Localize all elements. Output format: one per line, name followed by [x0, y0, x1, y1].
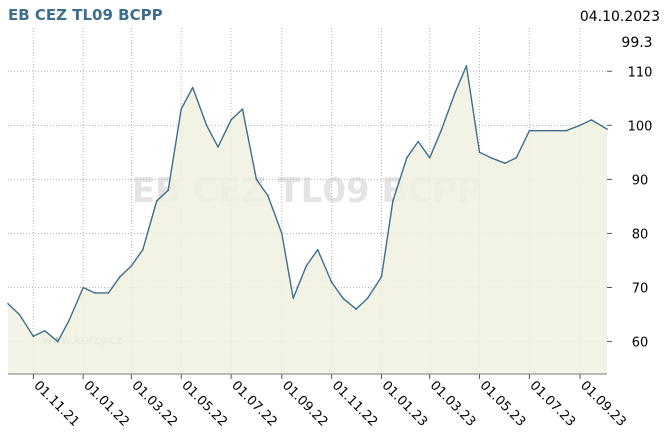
data-point [428, 157, 431, 159]
y-tick-label: 90 [632, 173, 649, 188]
data-point [255, 178, 258, 181]
data-point [440, 129, 442, 132]
data-point [579, 124, 581, 127]
x-tick-label: 01.09.22 [279, 378, 331, 430]
data-point [515, 157, 518, 159]
data-point [281, 232, 283, 235]
data-point [305, 265, 308, 267]
data-point [454, 92, 456, 94]
x-tick-label: 01.05.22 [178, 378, 230, 430]
data-point [230, 119, 232, 121]
data-point [142, 248, 144, 251]
y-axis: 60 70 80 90 100 110 [607, 65, 653, 351]
x-tick-label: 01.03.23 [427, 378, 479, 430]
data-point [392, 200, 394, 202]
y-tick-label: 60 [632, 336, 649, 351]
data-point [355, 308, 357, 310]
price-area [8, 65, 607, 375]
data-point [465, 65, 468, 67]
data-point [7, 302, 9, 305]
data-point [68, 319, 71, 321]
data-point [478, 151, 481, 154]
data-point [82, 286, 84, 289]
x-tick-label: 01.07.23 [527, 378, 579, 430]
chart-title: EB CEZ TL09 BCPP [8, 6, 163, 24]
data-point [32, 335, 35, 338]
data-point [180, 108, 182, 110]
data-point [380, 275, 383, 278]
data-point [191, 86, 194, 89]
y-tick-label: 100 [628, 119, 653, 134]
data-point [406, 157, 408, 159]
data-point [606, 128, 608, 130]
data-point [167, 189, 169, 191]
x-tick-label: 01.11.21 [31, 378, 83, 430]
x-tick-label: 01.05.23 [477, 378, 529, 430]
data-point [205, 124, 208, 127]
data-point [316, 248, 319, 251]
y-tick-label: 80 [632, 227, 649, 242]
x-tick-label: 01.07.22 [228, 378, 280, 430]
data-point [528, 129, 531, 132]
x-tick-label: 01.11.22 [329, 378, 381, 430]
data-point [540, 129, 542, 132]
x-tick-label: 01.01.23 [379, 378, 431, 430]
data-point [366, 297, 369, 300]
data-point [107, 292, 110, 294]
data-point [241, 108, 244, 110]
data-point [155, 200, 158, 202]
data-point [217, 146, 219, 148]
x-axis: 01.11.2101.01.2201.03.2201.05.2201.07.22… [31, 374, 629, 430]
data-point [504, 162, 506, 164]
data-point [44, 330, 46, 332]
y-tick-label: 110 [628, 65, 653, 80]
x-tick-label: 01.09.23 [577, 378, 629, 430]
data-point [57, 340, 59, 343]
data-point [93, 292, 96, 294]
data-point [267, 194, 269, 197]
data-point [417, 140, 420, 143]
last-value-label: 99.3 [621, 35, 652, 51]
data-point [590, 119, 593, 121]
data-point [130, 265, 133, 267]
data-point [565, 129, 567, 132]
data-point [553, 129, 556, 132]
data-point [119, 275, 121, 278]
x-tick-label: 01.03.22 [129, 378, 181, 430]
data-point [490, 157, 492, 159]
chart-date: 04.10.2023 [580, 9, 660, 25]
x-tick-label: 01.01.22 [80, 378, 132, 430]
data-point [18, 313, 21, 316]
area-layer [7, 65, 608, 375]
data-point [330, 281, 333, 283]
data-point [342, 297, 344, 300]
y-tick-label: 70 [632, 282, 649, 297]
data-point [292, 297, 295, 300]
